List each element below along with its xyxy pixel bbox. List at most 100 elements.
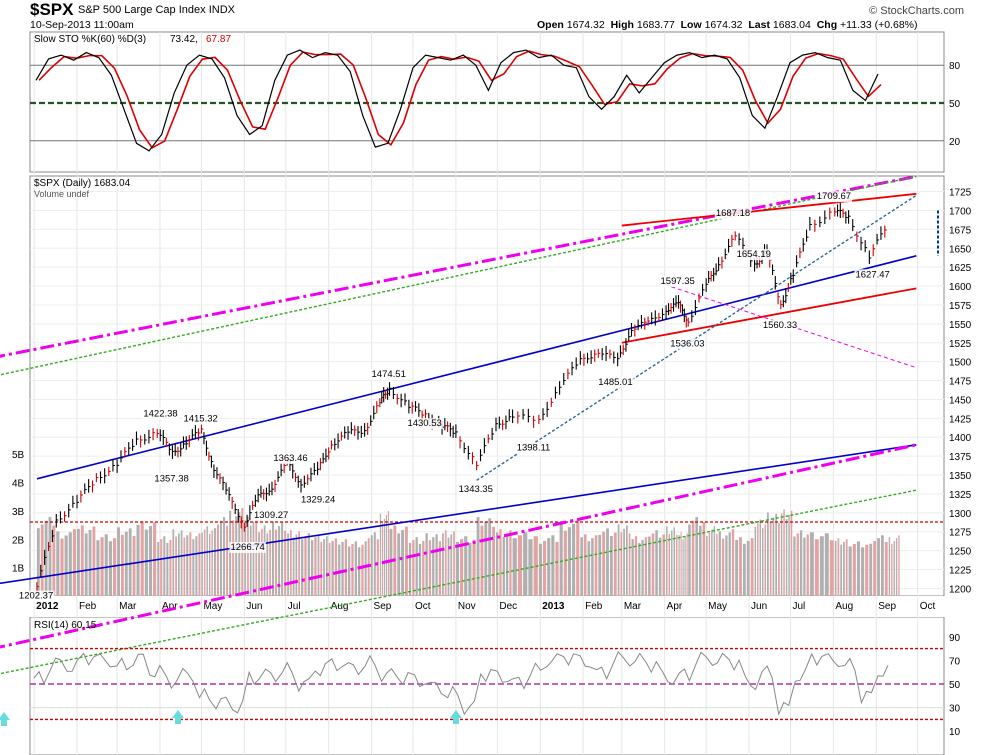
x-tick-label: Jun (751, 601, 767, 612)
annotation-bg (714, 208, 752, 220)
volume-bar (216, 524, 219, 596)
volume-bar (688, 524, 691, 596)
volume-bar (824, 533, 829, 596)
volume-bar (598, 534, 602, 596)
volume-bar (428, 540, 432, 596)
volume-bar (344, 539, 348, 596)
price-annotation: 1329.24 (301, 495, 335, 506)
volume-bar (397, 533, 401, 596)
volume-bar (64, 535, 68, 596)
x-tick-label: Mar (624, 601, 642, 612)
volume-bar (442, 533, 444, 596)
volume-bar (877, 538, 880, 596)
volume-bar (292, 537, 295, 596)
volume-bar (676, 534, 678, 596)
volume-bar (100, 537, 104, 596)
volume-bar (418, 543, 422, 596)
volume-bar (698, 525, 702, 596)
price-tick-label: 1725 (949, 188, 972, 199)
rsi-legend: RSI(14) 60.15 (34, 620, 97, 631)
volume-bar (891, 543, 893, 596)
volume-bar (680, 532, 682, 596)
annotation-bg (457, 484, 494, 496)
volume-bar (873, 540, 877, 596)
volume-bar (702, 522, 706, 596)
volume-bar (381, 522, 384, 596)
panel-frame-3 (29, 616, 945, 755)
buy-signal-arrow-icon (172, 710, 184, 724)
volume-bar (314, 537, 317, 596)
volume-bar (634, 536, 638, 596)
volume-bar (373, 532, 376, 596)
volume-bar (898, 535, 900, 596)
low-label: Low (680, 19, 702, 31)
volume-bar (271, 521, 275, 596)
x-tick-label: Apr (162, 601, 178, 612)
volume-bar (295, 534, 298, 596)
volume-bar (444, 530, 447, 596)
index-name: S&P 500 Large Cap Index (78, 4, 206, 16)
volume-bar (587, 541, 591, 596)
price-tick-label: 1525 (949, 339, 972, 350)
x-tick-label: Aug (835, 601, 853, 612)
rsi-tick-label: 70 (949, 656, 961, 667)
volume-bar (195, 536, 198, 596)
annotation-bg (735, 249, 772, 261)
volume-bar (48, 517, 52, 596)
volume-bar (625, 525, 628, 596)
volume-bar (203, 529, 206, 596)
price-tick-label: 1450 (949, 395, 972, 406)
quote-bar: Open 1674.32 High 1683.77 Low 1674.32 La… (537, 19, 918, 31)
stockcharts-logo[interactable]: © StockCharts.com (869, 5, 964, 17)
price-annotation: 1357.38 (154, 473, 188, 484)
rsi-tick-label: 30 (949, 704, 961, 715)
volume-bar (673, 527, 676, 596)
volume-bar (104, 534, 108, 596)
volume-bar (260, 528, 263, 596)
volume-bar (275, 529, 278, 596)
volume-bar (567, 527, 572, 596)
volume-bar (52, 525, 56, 596)
volume-bar (211, 530, 213, 596)
volume-bar (77, 528, 80, 596)
sto-k-line (35, 49, 879, 152)
volume-bar (157, 541, 160, 596)
open-value: 1674.32 (566, 19, 605, 31)
volume-bar (422, 540, 425, 596)
price-annotation: 1485.01 (598, 377, 632, 388)
price-annotation: 1654.19 (737, 249, 771, 260)
trendline-magenta-thin-dashed (664, 284, 917, 369)
volume-bar (837, 538, 840, 596)
volume-bar (455, 541, 460, 596)
symbol-name: S&P 500 Large Cap Index INDX (78, 4, 235, 16)
x-axis-band (0, 596, 982, 617)
open-label: Open (537, 19, 564, 31)
volume-bar (370, 535, 373, 596)
volume-bar (538, 543, 543, 596)
volume-bar (304, 536, 307, 596)
volume-bar (686, 533, 688, 596)
volume-bar (186, 535, 189, 596)
annotation-bg (252, 509, 290, 521)
volume-bar (383, 518, 386, 596)
volume-bar (628, 533, 631, 596)
price-tick-label: 1375 (949, 452, 972, 463)
x-tick-label: Dec (499, 601, 517, 612)
sto-tick-label: 20 (949, 137, 961, 148)
price-tick-label: 1475 (949, 377, 972, 388)
price-annotation: 1422.38 (143, 408, 177, 419)
volume-bar (746, 540, 750, 596)
annotation-bg (669, 338, 706, 350)
volume-bar (432, 537, 435, 596)
chart-header: $SPX S&P 500 Large Cap Index INDX 10-Sep… (0, 0, 982, 32)
volume-bar (819, 536, 824, 596)
volume-bar (509, 530, 512, 596)
price-tick-label: 1600 (949, 282, 972, 293)
sto-d-value: 67.87 (206, 34, 231, 45)
x-tick-label: Nov (458, 601, 476, 612)
rsi-tick-label: 50 (949, 680, 961, 691)
volume-bar (492, 526, 495, 596)
volume-bar (775, 513, 778, 596)
trendline-blue-channel (0, 444, 917, 585)
